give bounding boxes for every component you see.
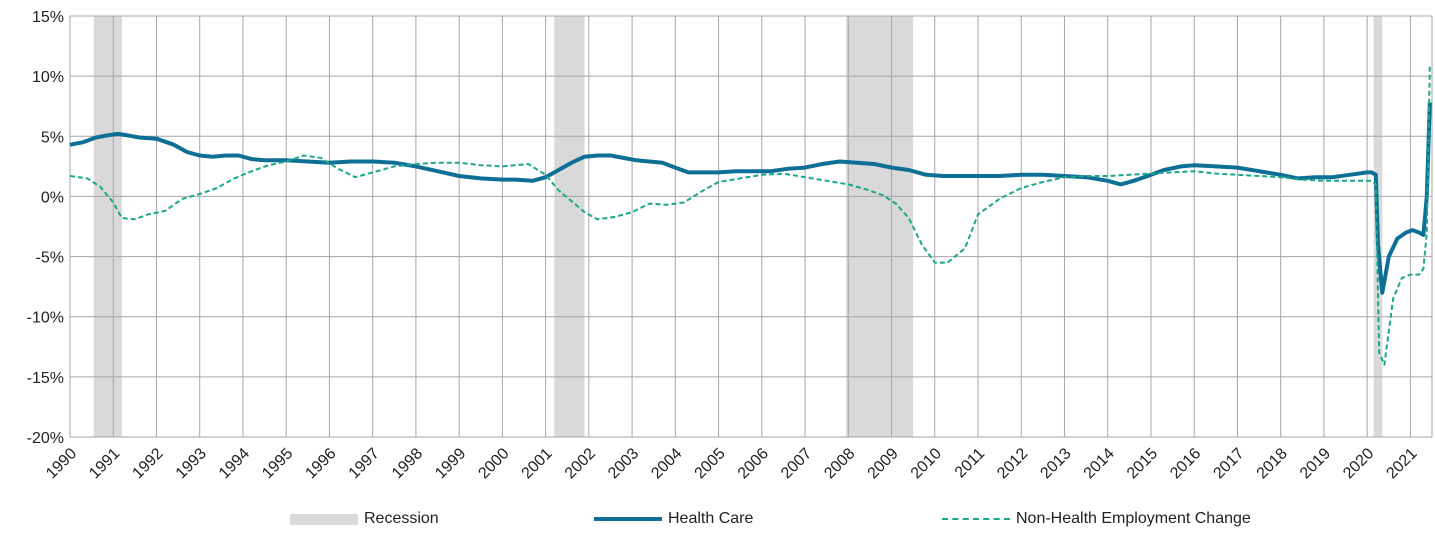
series-line-health-care [69,102,1432,295]
x-tick-label-2018: 2018 [1254,445,1291,482]
x-tick-label-2013: 2013 [1037,445,1074,482]
legend-swatch-non-health [942,518,1010,520]
x-tick-label-2019: 2019 [1297,445,1334,482]
x-tick-label-1994: 1994 [216,445,253,482]
x-tick-label-1995: 1995 [259,445,296,482]
legend-label-recession: Recession [364,510,439,527]
series-lines [69,66,1432,366]
x-tick-label-1999: 1999 [432,445,469,482]
legend-item-recession: Recession [290,510,439,528]
x-tick-label-2004: 2004 [648,445,685,482]
legend-swatch-recession [290,513,358,525]
recession-bands [93,16,1383,437]
y-tick-label-5: -10% [27,310,64,327]
x-tick-label-2006: 2006 [735,445,772,482]
x-tick-label-2009: 2009 [865,445,902,482]
x-tick-label-1991: 1991 [86,445,123,482]
x-tick-label-2020: 2020 [1340,445,1377,482]
x-tick-label-2011: 2011 [952,445,988,481]
recession-band-2 [846,16,914,437]
x-tick-label-2010: 2010 [908,445,945,482]
recession-band-1 [554,16,585,437]
y-tick-label-0: 15% [32,9,64,26]
y-tick-label-6: -15% [27,370,64,387]
x-tick-label-2012: 2012 [994,445,1031,482]
x-tick-label-1990: 1990 [43,445,80,482]
x-tick-label-2015: 2015 [1124,445,1161,482]
legend-label-health-care: Health Care [668,510,754,527]
x-tick-label-1992: 1992 [129,445,166,482]
employment-line-chart: 15%10%5%0%-5%-10%-15%-20% 1990 1991 1992 19… [27,9,1433,482]
y-tick-label-1: 10% [32,69,64,86]
x-tick-label-2002: 2002 [562,445,599,482]
x-tick-label-2017: 2017 [1210,445,1247,482]
recession-band-0 [93,16,122,437]
x-tick-label-2000: 2000 [475,445,512,482]
y-tick-label-4: -5% [36,250,64,267]
x-tick-label-1996: 1996 [302,445,339,482]
x-tick-label-2005: 2005 [692,445,729,482]
legend-item-health-care: Health Care [594,510,753,528]
legend-label-non-health: Non-Health Employment Change [1016,510,1251,527]
x-tick-label-2016: 2016 [1167,445,1204,482]
legend-item-non-health: Non-Health Employment Change [942,510,1251,528]
x-axis-ticks: 1990 1991 1992 1993 1994 1995 1996 1997 1998 1999… [43,445,1421,482]
x-tick-label-2003: 2003 [605,445,642,482]
y-tick-label-3: 0% [41,189,64,206]
x-tick-label-1993: 1993 [173,445,210,482]
x-tick-label-2007: 2007 [778,445,815,482]
x-tick-label-1997: 1997 [346,445,383,482]
y-tick-label-7: -20% [27,430,64,447]
x-tick-label-2014: 2014 [1081,445,1118,482]
legend-swatch-health-care [594,517,662,521]
x-tick-label-2008: 2008 [821,445,858,482]
y-axis-ticks: 15% 10% 5% 0% -5% -10% -15% -20% [27,9,64,447]
chart-legend: Recession Health Care Non-Health Employm… [0,507,1435,533]
x-tick-label-2001: 2001 [519,445,556,482]
x-tick-label-1998: 1998 [389,445,426,482]
x-tick-label-2021: 2021 [1383,445,1420,482]
series-line-non-health [69,66,1431,366]
y-tick-label-2: 5% [41,129,64,146]
grid-lines [69,15,1433,438]
